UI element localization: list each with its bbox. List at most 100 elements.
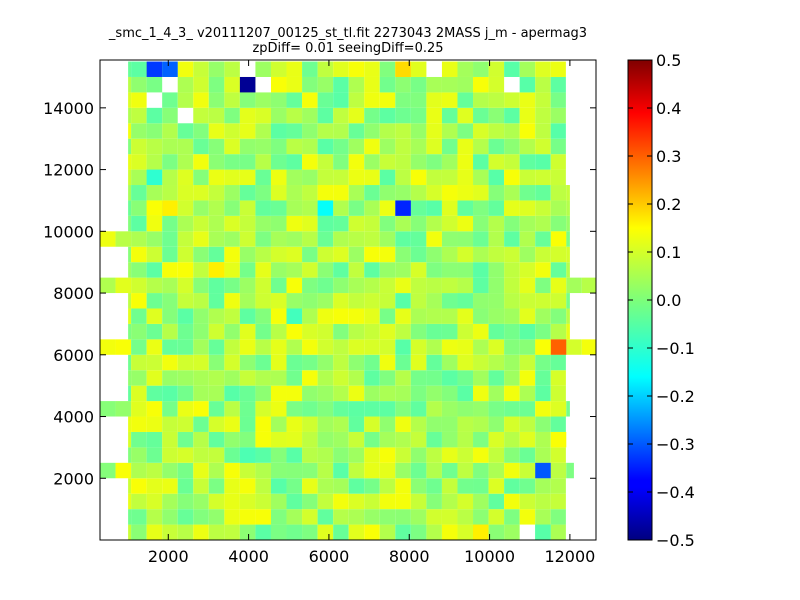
- heatmap-cell: [224, 277, 240, 294]
- heatmap-cell: [208, 169, 225, 186]
- heatmap-cell: [364, 478, 380, 494]
- heatmap-cell: [255, 493, 271, 510]
- heatmap-cell: [379, 138, 396, 155]
- heatmap-cell: [255, 308, 271, 324]
- heatmap-cell: [333, 92, 349, 108]
- heatmap-cell-highlight: [239, 447, 256, 463]
- heatmap-cell: [550, 416, 566, 432]
- heatmap-cell: [379, 277, 396, 294]
- heatmap-cell: [426, 478, 442, 494]
- heatmap-cell: [255, 416, 271, 432]
- heatmap-cell: [550, 200, 567, 216]
- heatmap-cell-highlight: [550, 231, 567, 247]
- heatmap-cell: [364, 246, 380, 263]
- colorbar-tick-label: 0.5: [656, 51, 681, 70]
- heatmap-cell: [208, 107, 225, 124]
- heatmap-cell: [379, 308, 396, 324]
- heatmap-cell: [193, 138, 209, 155]
- heatmap-cell: [333, 447, 349, 463]
- heatmap-cell-highlight: [146, 200, 163, 216]
- heatmap-cell: [348, 416, 365, 432]
- heatmap-cell: [441, 92, 458, 108]
- heatmap-cell: [239, 401, 256, 417]
- heatmap-cell: [208, 509, 225, 525]
- heatmap-cell: [410, 200, 427, 216]
- heatmap-cell: [128, 323, 132, 340]
- heatmap-cell: [239, 293, 256, 309]
- heatmap-cell-highlight: [146, 61, 163, 77]
- heatmap-cell: [550, 293, 567, 309]
- heatmap-cell: [177, 215, 194, 232]
- heatmap-cell: [131, 215, 147, 232]
- chart-title-line2: zpDiff= 0.01 seeingDiff=0.25: [252, 41, 443, 56]
- heatmap-cell: [441, 339, 458, 355]
- heatmap-cell: [255, 138, 271, 155]
- heatmap-cell: [535, 401, 551, 417]
- heatmap-cell: [488, 354, 505, 371]
- heatmap-cell: [426, 262, 442, 278]
- heatmap-cell: [333, 370, 349, 386]
- heatmap-cell: [162, 246, 178, 263]
- heatmap-cell: [473, 370, 489, 386]
- heatmap-cell: [441, 323, 458, 340]
- heatmap-cell: [566, 246, 570, 263]
- heatmap-cell: [504, 524, 520, 540]
- heatmap-cell: [162, 524, 178, 540]
- heatmap-cell: [224, 339, 240, 355]
- heatmap-cell: [333, 323, 349, 340]
- heatmap-cell: [488, 262, 505, 278]
- heatmap-cell: [504, 462, 520, 479]
- y-tick-label: 12000: [43, 161, 94, 180]
- heatmap-cell: [348, 154, 365, 170]
- heatmap-cell: [115, 231, 132, 247]
- heatmap-cell: [255, 92, 271, 108]
- heatmap-cell: [410, 277, 427, 294]
- heatmap-cell: [162, 277, 178, 294]
- heatmap-cell: [364, 154, 380, 170]
- heatmap-cell: [255, 385, 271, 402]
- heatmap-cell: [504, 246, 520, 263]
- colorbar-tick-label: 0.1: [656, 243, 681, 262]
- heatmap-cell: [128, 246, 132, 263]
- heatmap-cell: [441, 123, 458, 139]
- heatmap-cell: [395, 416, 411, 432]
- heatmap-cell: [100, 277, 116, 294]
- heatmap-cell: [410, 61, 427, 77]
- heatmap-cell: [177, 354, 194, 371]
- heatmap-cell: [255, 61, 271, 77]
- heatmap-cell: [270, 92, 287, 108]
- heatmap-cell: [177, 524, 194, 540]
- heatmap-cell: [302, 200, 318, 216]
- heatmap-cell: [270, 447, 287, 463]
- heatmap-cell: [441, 308, 458, 324]
- heatmap-cell: [177, 262, 194, 278]
- heatmap-cell: [379, 493, 396, 510]
- heatmap-cell: [193, 385, 209, 402]
- heatmap-cell: [379, 323, 396, 340]
- heatmap-cell: [535, 478, 551, 494]
- heatmap-cell: [426, 354, 442, 371]
- heatmap-cell: [193, 200, 209, 216]
- heatmap-cell: [177, 462, 194, 479]
- heatmap-cell: [115, 339, 132, 355]
- heatmap-cell: [255, 246, 271, 263]
- heatmap-cell: [302, 370, 318, 386]
- heatmap-cell: [286, 524, 303, 540]
- heatmap-cell: [270, 323, 287, 340]
- heatmap-cell: [162, 447, 178, 463]
- heatmap-cell: [302, 138, 318, 155]
- heatmap-cell: [550, 524, 566, 540]
- heatmap-cells: [100, 61, 596, 540]
- y-axis: 2000 4000 6000 8000 10000 12000 14000: [43, 99, 596, 488]
- heatmap-cell: [146, 154, 163, 170]
- heatmap-cell: [348, 123, 365, 139]
- heatmap-cell: [457, 169, 474, 186]
- heatmap-cell: [364, 323, 380, 340]
- heatmap-cell: [473, 61, 489, 77]
- heatmap-cell: [146, 416, 163, 432]
- heatmap-cell: [193, 524, 209, 540]
- heatmap-cell: [550, 61, 566, 77]
- heatmap-cell: [255, 323, 271, 340]
- heatmap-cell: [224, 370, 240, 386]
